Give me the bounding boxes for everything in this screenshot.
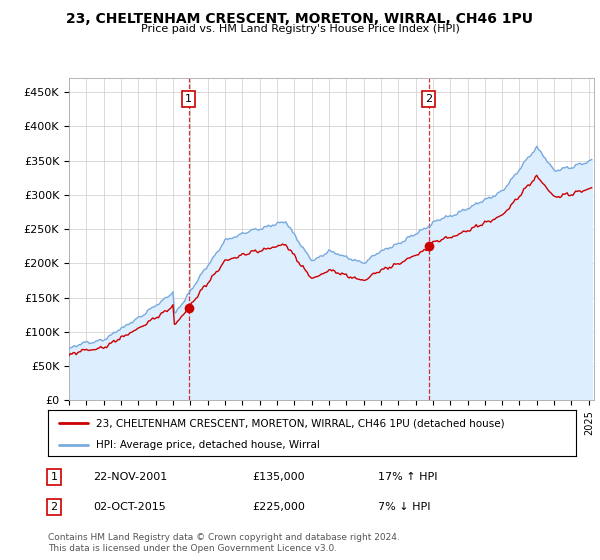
Text: 1: 1	[185, 94, 192, 104]
Text: 23, CHELTENHAM CRESCENT, MORETON, WIRRAL, CH46 1PU (detached house): 23, CHELTENHAM CRESCENT, MORETON, WIRRAL…	[95, 418, 504, 428]
Text: Price paid vs. HM Land Registry's House Price Index (HPI): Price paid vs. HM Land Registry's House …	[140, 24, 460, 34]
Text: Contains HM Land Registry data © Crown copyright and database right 2024.
This d: Contains HM Land Registry data © Crown c…	[48, 533, 400, 553]
Text: 2: 2	[425, 94, 432, 104]
Text: 22-NOV-2001: 22-NOV-2001	[93, 472, 167, 482]
Text: £135,000: £135,000	[252, 472, 305, 482]
Text: 23, CHELTENHAM CRESCENT, MORETON, WIRRAL, CH46 1PU: 23, CHELTENHAM CRESCENT, MORETON, WIRRAL…	[67, 12, 533, 26]
Text: £225,000: £225,000	[252, 502, 305, 512]
Text: 2: 2	[50, 502, 58, 512]
Text: HPI: Average price, detached house, Wirral: HPI: Average price, detached house, Wirr…	[95, 440, 319, 450]
Text: 7% ↓ HPI: 7% ↓ HPI	[378, 502, 431, 512]
Text: 02-OCT-2015: 02-OCT-2015	[93, 502, 166, 512]
Text: 17% ↑ HPI: 17% ↑ HPI	[378, 472, 437, 482]
Text: 1: 1	[50, 472, 58, 482]
